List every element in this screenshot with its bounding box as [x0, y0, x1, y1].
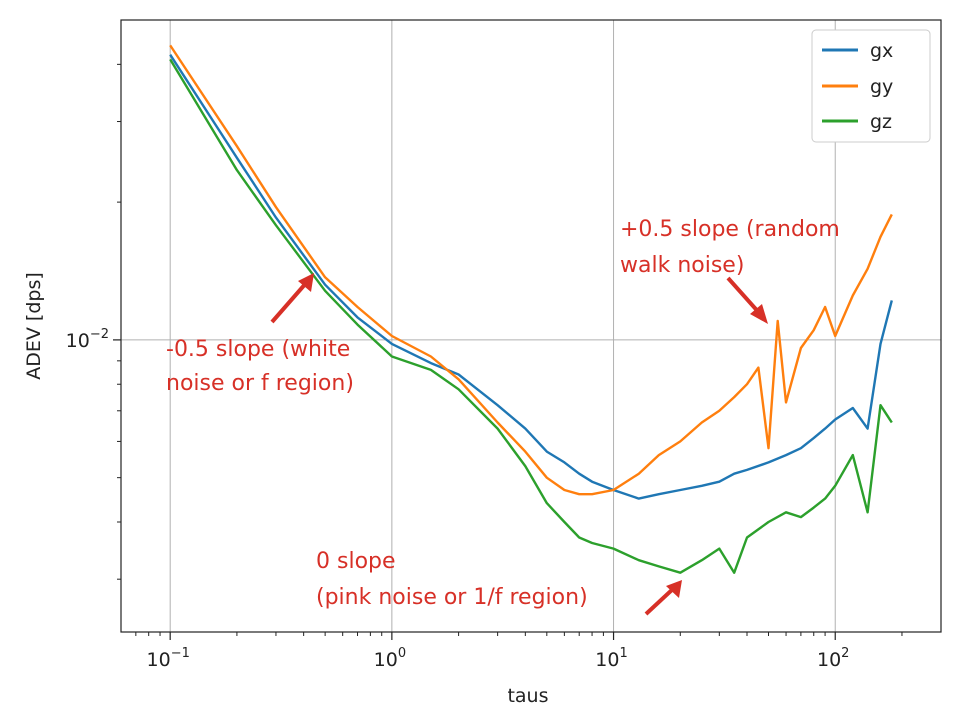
arrowhead-pink-noise [666, 580, 682, 598]
annotation-random-walk-line1: +0.5 slope (random [620, 217, 840, 242]
x-tick-label: 101 [595, 646, 627, 671]
y-axis-label: ADEV [dps] [23, 272, 45, 380]
annotations: +0.5 slope (random walk noise) -0.5 slop… [166, 217, 840, 616]
series-layer [169, 44, 893, 574]
axis-ticks: 10−1 100 101 102 10−2 [66, 63, 903, 671]
legend-box [811, 29, 931, 143]
arrow-pink-noise [644, 586, 676, 616]
annotation-pink-noise-line1: 0 slope [316, 549, 396, 574]
plot-frame [120, 19, 942, 633]
annotation-pink-noise-line2: (pink noise or 1/f region) [316, 585, 588, 610]
legend: gx gy gz [811, 29, 931, 143]
arrowhead-random-walk [750, 304, 768, 324]
series-line-gx [169, 54, 893, 500]
x-tick-label: 102 [817, 646, 849, 671]
y-tick-label: 10−2 [66, 327, 109, 352]
x-tick-label: 10−1 [147, 646, 190, 671]
annotation-random-walk-line2: walk noise) [620, 253, 744, 278]
legend-label-gz: gz [870, 111, 892, 133]
arrowhead-white-noise [298, 273, 314, 292]
series-line-gy [169, 44, 893, 496]
series-line-gz [169, 58, 893, 574]
x-tick-label: 100 [374, 646, 406, 671]
annotation-white-noise-line1: -0.5 slope (white [166, 337, 350, 362]
arrow-white-noise [270, 280, 309, 324]
legend-label-gx: gx [870, 40, 893, 62]
legend-label-gy: gy [870, 76, 893, 98]
annotation-white-noise-line2: noise or f region) [166, 371, 354, 396]
x-axis-label: taus [507, 685, 548, 707]
